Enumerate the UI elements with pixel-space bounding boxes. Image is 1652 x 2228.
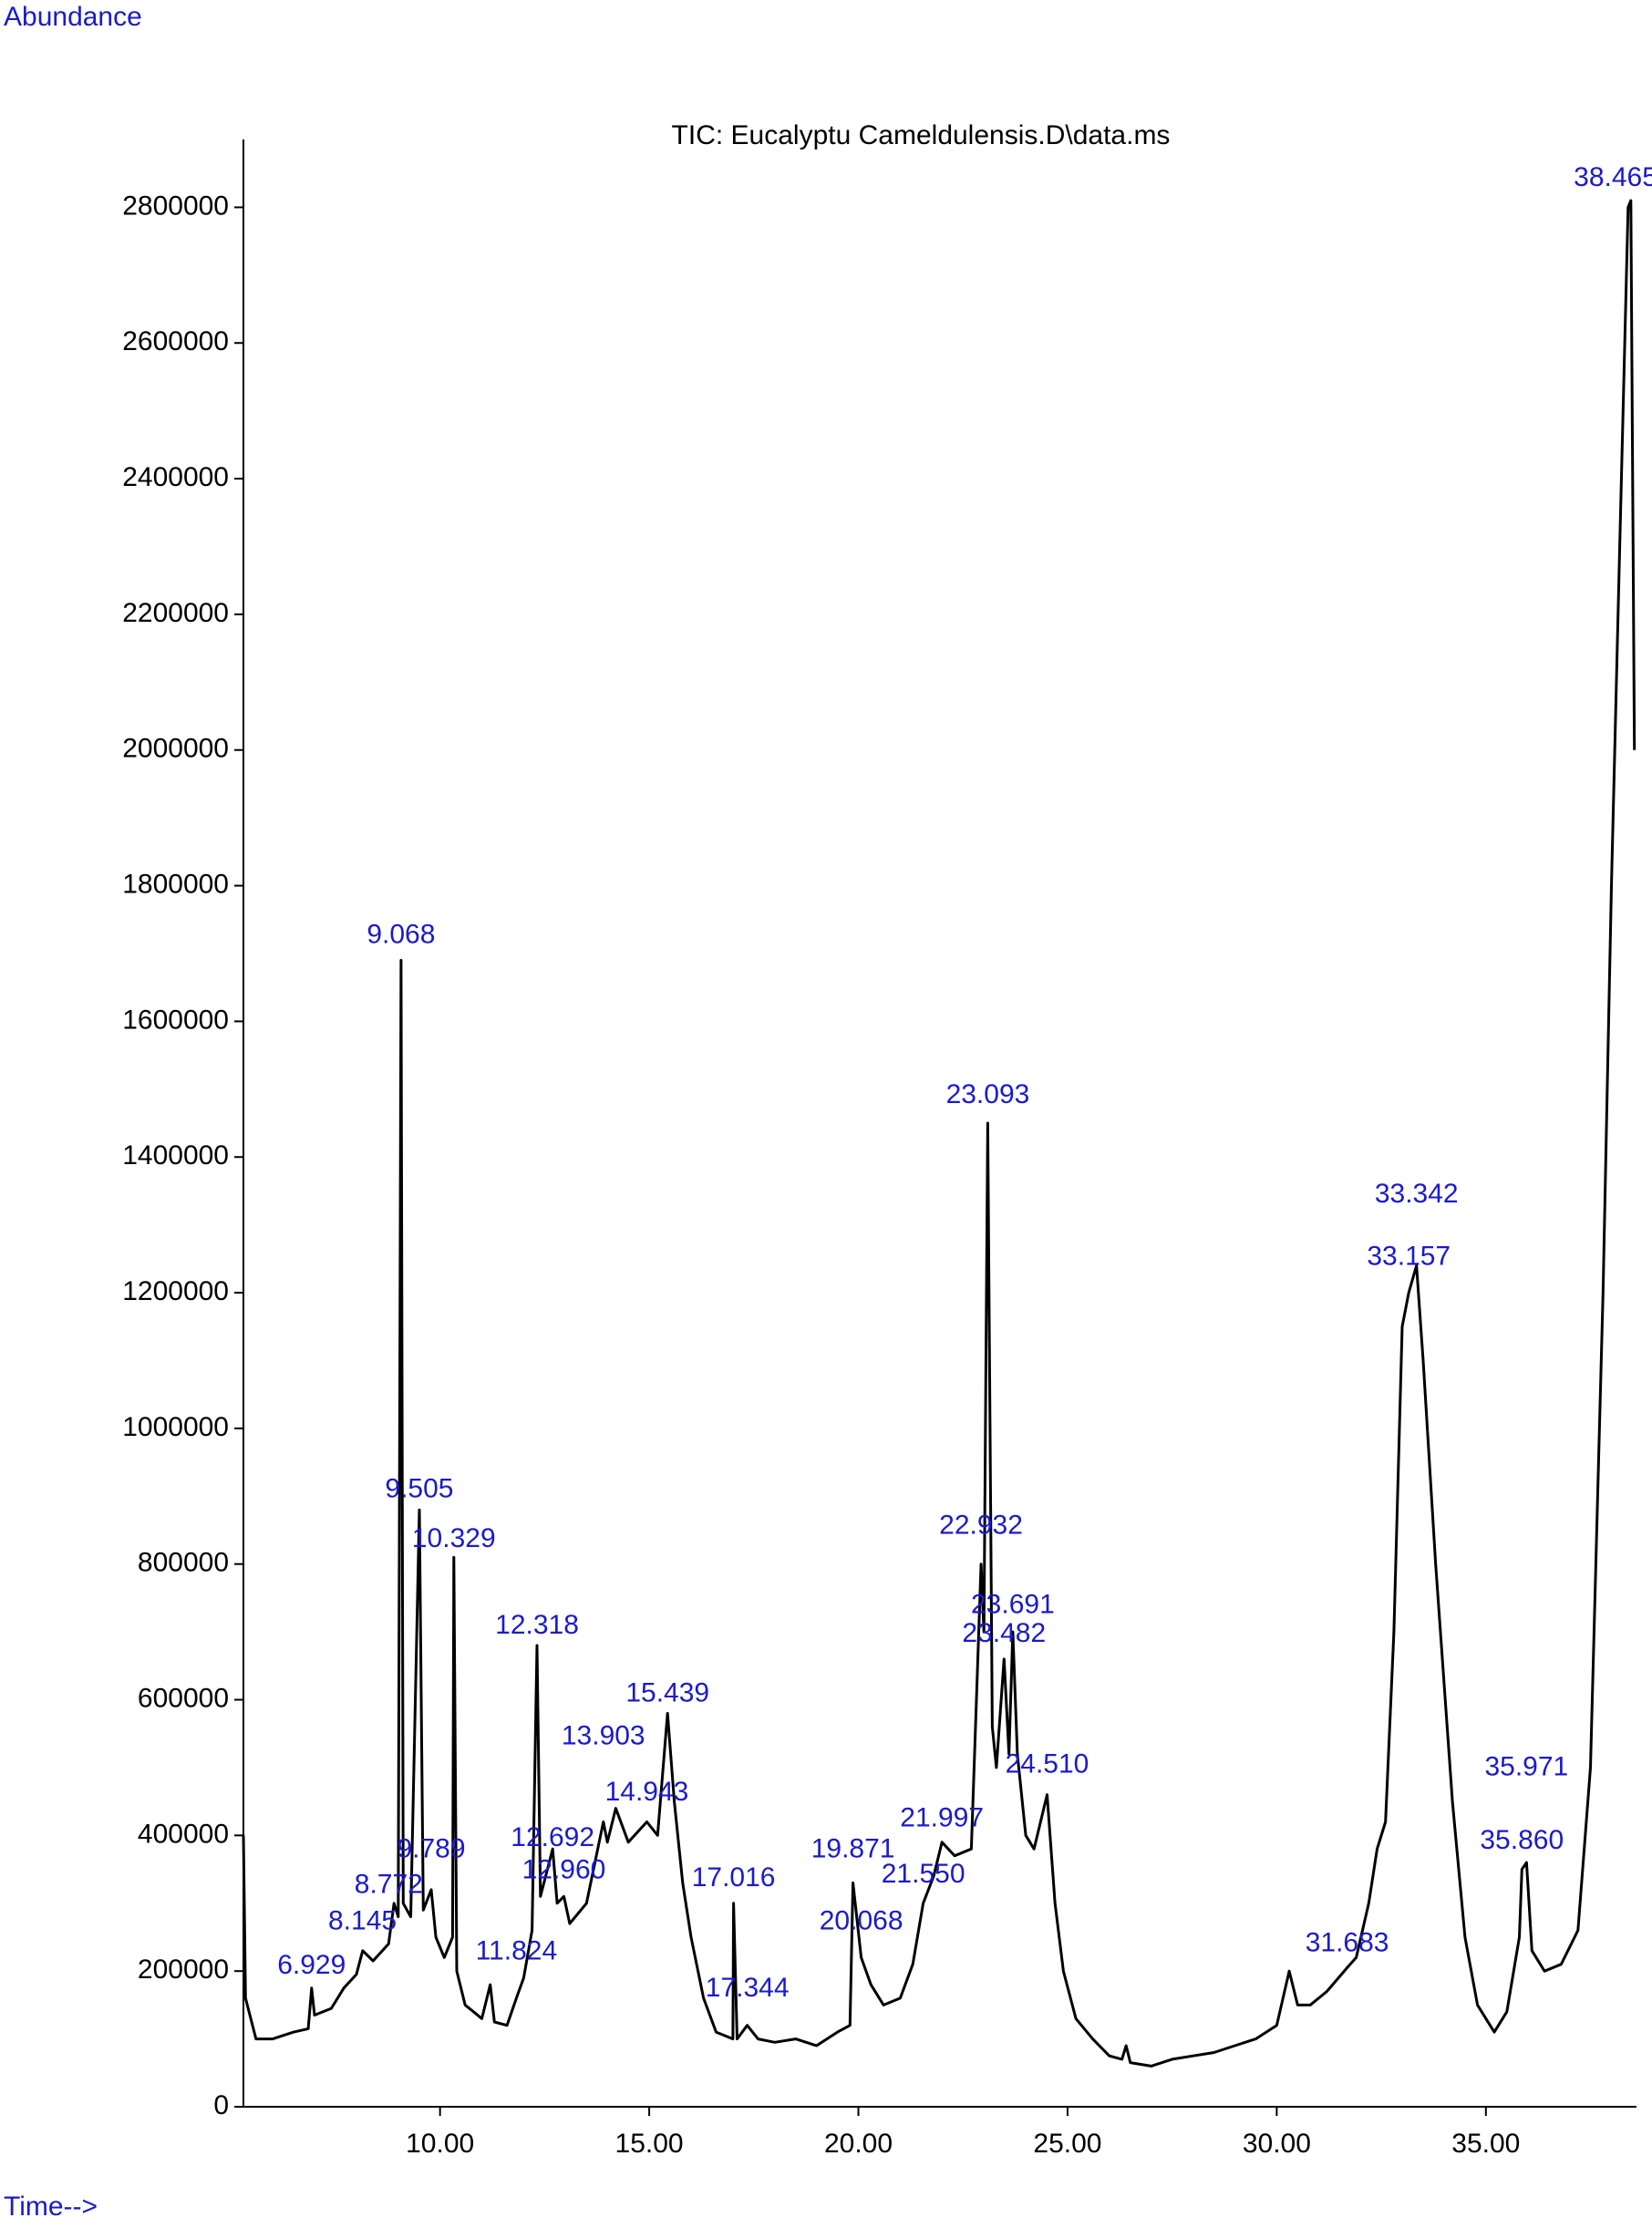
y-tick-label: 2400000 — [122, 462, 229, 492]
y-tick-label: 800000 — [138, 1548, 229, 1578]
peak-label: 8.772 — [355, 1869, 423, 1899]
peak-label: 33.342 — [1375, 1179, 1459, 1209]
peak-label: 17.344 — [706, 1973, 790, 2003]
y-tick-label: 0 — [213, 2090, 229, 2120]
trace — [242, 199, 1637, 2068]
y-tick-label: 200000 — [138, 1955, 229, 1985]
peak-label: 35.971 — [1484, 1752, 1568, 1782]
peak-label: 12.960 — [522, 1855, 606, 1885]
peak-label: 15.439 — [625, 1677, 709, 1707]
x-axis-label: Time--> — [4, 2192, 98, 2222]
peak-label: 23.093 — [946, 1079, 1030, 1109]
y-tick-label: 2600000 — [122, 326, 229, 356]
peak-label: 24.510 — [1006, 1749, 1089, 1779]
peak-label: 10.329 — [412, 1523, 496, 1553]
peak-label: 12.692 — [511, 1822, 594, 1852]
y-tick-label: 2800000 — [122, 191, 229, 221]
peak-label: 17.016 — [692, 1862, 776, 1893]
peak-label: 13.903 — [562, 1720, 645, 1750]
peak-label: 12.318 — [495, 1610, 579, 1640]
peak-label: 31.683 — [1306, 1927, 1389, 1957]
peak-label: 9.505 — [385, 1474, 453, 1504]
y-tick-label: 1000000 — [122, 1412, 229, 1442]
peak-label: 22.932 — [939, 1511, 1023, 1541]
x-tick-label: 10.00 — [406, 2129, 474, 2159]
peak-label: 35.860 — [1480, 1825, 1564, 1855]
peak-label: 9.789 — [397, 1834, 465, 1864]
peak-label: 23.691 — [971, 1590, 1055, 1620]
peak-label: 33.157 — [1367, 1241, 1451, 1271]
peak-label: 38.465 — [1574, 162, 1652, 192]
x-tick-label: 30.00 — [1243, 2129, 1311, 2159]
peak-label: 20.068 — [820, 1906, 903, 1936]
peak-label: 21.550 — [882, 1859, 965, 1889]
y-tick-label: 1200000 — [122, 1276, 229, 1306]
y-tick-label: 600000 — [138, 1683, 229, 1713]
x-tick-label: 20.00 — [824, 2129, 893, 2159]
x-tick-label: 25.00 — [1033, 2129, 1101, 2159]
peak-label: 11.824 — [476, 1935, 558, 1965]
peak-label: 8.145 — [328, 1906, 397, 1936]
peak-label: 6.929 — [277, 1950, 346, 1980]
y-tick-label: 1600000 — [122, 1005, 229, 1035]
y-tick-label: 1400000 — [122, 1140, 229, 1171]
y-tick-label: 2000000 — [122, 734, 229, 764]
y-tick-label: 1800000 — [122, 869, 229, 899]
y-tick-label: 2200000 — [122, 598, 229, 628]
chart-title: TIC: Eucalyptu Cameldulensis.D\data.ms — [672, 120, 1171, 150]
x-tick-label: 35.00 — [1451, 2129, 1520, 2159]
peak-label: 21.997 — [900, 1802, 984, 1832]
x-tick-label: 15.00 — [615, 2129, 684, 2159]
y-axis-label: Abundance — [4, 2, 142, 32]
peak-label: 9.068 — [367, 920, 435, 950]
peak-label: 23.482 — [962, 1618, 1046, 1648]
peak-label: 19.871 — [811, 1834, 895, 1864]
peak-label: 14.943 — [605, 1777, 689, 1807]
y-tick-label: 400000 — [138, 1819, 229, 1849]
